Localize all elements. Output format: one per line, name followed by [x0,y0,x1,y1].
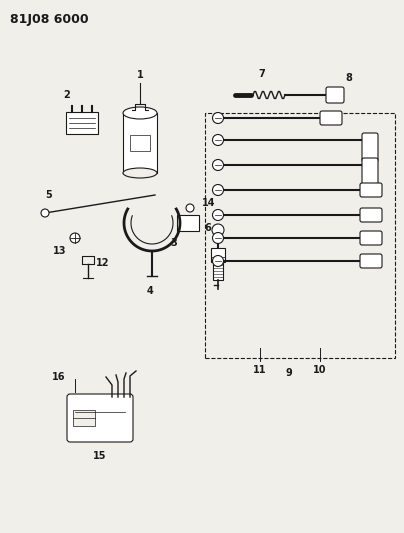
Text: 2: 2 [63,90,70,100]
Text: 16: 16 [51,372,65,382]
Bar [177,215,199,231]
Circle shape [213,159,223,171]
FancyBboxPatch shape [67,394,133,442]
Text: 11: 11 [253,365,267,375]
Text: 12: 12 [96,258,109,268]
FancyBboxPatch shape [326,87,344,103]
FancyBboxPatch shape [360,208,382,222]
Circle shape [213,184,223,196]
Circle shape [213,232,223,244]
Bar [211,248,225,262]
Circle shape [213,209,223,221]
FancyBboxPatch shape [360,231,382,245]
Bar [123,113,157,173]
Bar [213,262,223,280]
Text: 3: 3 [170,238,177,248]
Ellipse shape [123,107,157,119]
Circle shape [212,224,224,236]
Text: 5: 5 [45,190,52,200]
Bar [130,135,150,151]
Bar [66,112,98,134]
Text: 14: 14 [202,198,215,208]
Bar [205,113,395,358]
Text: 13: 13 [53,246,67,256]
Text: 6: 6 [204,223,211,233]
Text: 81J08 6000: 81J08 6000 [10,13,88,26]
Ellipse shape [123,168,157,178]
FancyBboxPatch shape [360,183,382,197]
Text: 7: 7 [259,69,265,79]
FancyBboxPatch shape [362,133,378,162]
Circle shape [213,255,223,266]
Bar [73,410,95,426]
Text: 15: 15 [93,451,107,461]
FancyBboxPatch shape [362,158,378,187]
Circle shape [186,204,194,212]
Circle shape [70,233,80,243]
FancyBboxPatch shape [320,111,342,125]
Text: 1: 1 [137,70,143,80]
Circle shape [41,209,49,217]
Text: 10: 10 [313,365,327,375]
Circle shape [213,134,223,146]
Text: 8: 8 [345,73,352,83]
Text: 4: 4 [147,286,154,296]
FancyBboxPatch shape [360,254,382,268]
Circle shape [213,112,223,124]
Text: 9: 9 [285,368,292,378]
